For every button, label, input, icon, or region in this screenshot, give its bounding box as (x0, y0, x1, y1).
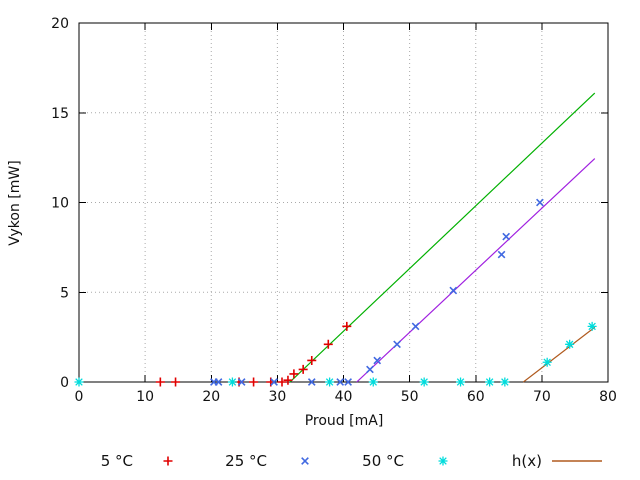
legend-marker-cross-icon (301, 457, 309, 465)
data-point-asterisk (456, 377, 466, 387)
data-point-cross (366, 365, 374, 374)
legend-label-hx: h(x) (511, 452, 542, 470)
x-tick-label: 40 (335, 389, 353, 405)
data-point-asterisk (368, 377, 378, 387)
legend-sample-line (552, 460, 602, 462)
y-tick-label: 0 (60, 375, 69, 391)
data-point-plus (307, 355, 317, 365)
data-point-asterisk (74, 377, 84, 387)
legend-label-5c: 5 °C (100, 452, 133, 470)
x-axis-title: Proud [mA] (304, 413, 384, 429)
data-point-cross (502, 232, 511, 241)
legend-label-25c: 25 °C (225, 452, 267, 470)
data-point-cross (344, 378, 352, 386)
data-point-asterisk (587, 321, 597, 331)
data-point-plus (277, 377, 287, 387)
legend-label-50c: 50 °C (362, 452, 404, 470)
x-tick-label: 30 (268, 389, 286, 405)
legend-marker-plus-icon (163, 456, 173, 466)
data-point-asterisk (500, 377, 510, 387)
fit-line-fx (289, 92, 596, 383)
data-point-cross (449, 286, 458, 295)
data-point-plus (249, 377, 259, 387)
data-point-cross (497, 250, 506, 259)
data-point-cross (373, 356, 382, 365)
data-point-asterisk (325, 377, 335, 387)
data-point-cross (393, 340, 401, 349)
data-point-asterisk (227, 377, 237, 387)
legend-marker-glyph (163, 456, 173, 466)
data-point-cross (536, 198, 544, 207)
data-point-plus (342, 321, 352, 331)
data-point-asterisk (485, 377, 495, 387)
y-tick-label: 10 (51, 196, 69, 212)
data-point-cross (270, 378, 278, 386)
data-point-cross (411, 322, 420, 331)
legend: 5 °C 25 °C 50 °C h(x) (0, 451, 640, 473)
x-tick-label: 80 (599, 389, 617, 405)
data-point-asterisk (565, 339, 575, 349)
x-tick-label: 0 (75, 389, 84, 405)
y-tick-label: 20 (51, 16, 69, 32)
legend-marker-glyph (438, 456, 448, 466)
y-axis-title: Vykon [mW] (7, 160, 23, 246)
x-tick-label: 70 (533, 389, 551, 405)
x-tick-label: 60 (467, 389, 485, 405)
data-point-plus (289, 369, 299, 379)
data-point-plus (171, 377, 181, 387)
data-point-cross (336, 378, 345, 386)
fit-line-hx (522, 326, 596, 383)
data-point-plus (283, 375, 293, 385)
x-tick-label: 50 (401, 389, 419, 405)
data-point-asterisk (542, 357, 552, 367)
data-point-cross (307, 378, 316, 386)
data-point-cross (214, 378, 223, 386)
data-point-plus (155, 377, 165, 387)
x-tick-label: 10 (136, 389, 154, 405)
x-tick-label: 20 (202, 389, 220, 405)
y-tick-label: 5 (60, 285, 69, 301)
y-tick-label: 15 (51, 106, 69, 122)
legend-marker-glyph (301, 457, 309, 465)
data-point-plus (323, 339, 333, 349)
data-point-asterisk (419, 377, 429, 387)
data-point-plus (298, 364, 308, 374)
data-point-cross (237, 378, 246, 386)
fit-line-gx (356, 158, 596, 383)
legend-marker-asterisk-icon (438, 456, 448, 466)
